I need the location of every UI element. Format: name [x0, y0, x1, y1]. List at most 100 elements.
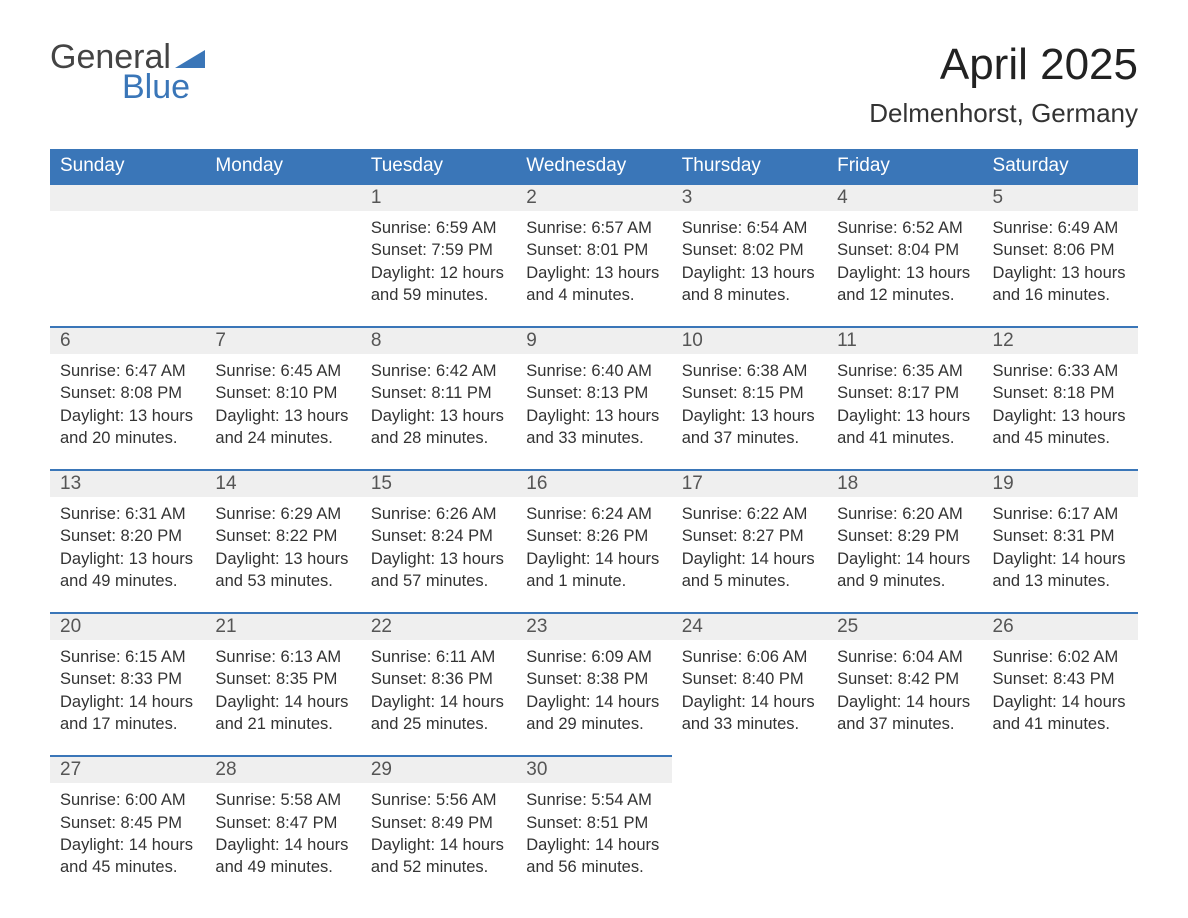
sunrise-line: Sunrise: 6:24 AM	[526, 503, 661, 525]
day-number-cell: 27	[50, 756, 205, 783]
sunrise-line: Sunrise: 5:54 AM	[526, 789, 661, 811]
sunset-line: Sunset: 8:51 PM	[526, 812, 661, 834]
day-number-cell: 28	[205, 756, 360, 783]
day-content-cell: Sunrise: 6:31 AMSunset: 8:20 PMDaylight:…	[50, 497, 205, 613]
day-number-cell: 15	[361, 470, 516, 497]
day-content-cell: Sunrise: 6:42 AMSunset: 8:11 PMDaylight:…	[361, 354, 516, 470]
sunrise-line: Sunrise: 6:35 AM	[837, 360, 972, 382]
sunset-line: Sunset: 8:27 PM	[682, 525, 817, 547]
day-number-cell: 18	[827, 470, 982, 497]
daylight-line: Daylight: 14 hours and 17 minutes.	[60, 691, 195, 736]
day-content-cell	[50, 211, 205, 327]
day-number-cell: 26	[983, 613, 1138, 640]
day-number-cell: 2	[516, 184, 671, 211]
sunset-line: Sunset: 8:10 PM	[215, 382, 350, 404]
day-content-cell: Sunrise: 6:11 AMSunset: 8:36 PMDaylight:…	[361, 640, 516, 756]
weekday-header: Tuesday	[361, 149, 516, 184]
sunrise-line: Sunrise: 6:57 AM	[526, 217, 661, 239]
daylight-line: Daylight: 14 hours and 45 minutes.	[60, 834, 195, 879]
day-content-row: Sunrise: 6:31 AMSunset: 8:20 PMDaylight:…	[50, 497, 1138, 613]
daylight-line: Daylight: 14 hours and 21 minutes.	[215, 691, 350, 736]
daylight-line: Daylight: 13 hours and 28 minutes.	[371, 405, 506, 450]
sunrise-line: Sunrise: 6:29 AM	[215, 503, 350, 525]
day-number-cell: 24	[672, 613, 827, 640]
sunset-line: Sunset: 8:26 PM	[526, 525, 661, 547]
day-number-row: 20212223242526	[50, 613, 1138, 640]
daylight-line: Daylight: 14 hours and 33 minutes.	[682, 691, 817, 736]
day-number-cell	[672, 756, 827, 783]
day-number-cell: 10	[672, 327, 827, 354]
sunset-line: Sunset: 8:13 PM	[526, 382, 661, 404]
day-number-cell: 23	[516, 613, 671, 640]
sunrise-line: Sunrise: 6:42 AM	[371, 360, 506, 382]
day-content-cell: Sunrise: 6:33 AMSunset: 8:18 PMDaylight:…	[983, 354, 1138, 470]
logo: General Blue	[50, 40, 205, 104]
sunset-line: Sunset: 8:33 PM	[60, 668, 195, 690]
day-content-cell: Sunrise: 6:59 AMSunset: 7:59 PMDaylight:…	[361, 211, 516, 327]
daylight-line: Daylight: 13 hours and 33 minutes.	[526, 405, 661, 450]
daylight-line: Daylight: 14 hours and 9 minutes.	[837, 548, 972, 593]
sunset-line: Sunset: 8:49 PM	[371, 812, 506, 834]
day-content-cell: Sunrise: 5:54 AMSunset: 8:51 PMDaylight:…	[516, 783, 671, 898]
day-number-cell: 6	[50, 327, 205, 354]
day-number-cell: 3	[672, 184, 827, 211]
daylight-line: Daylight: 13 hours and 53 minutes.	[215, 548, 350, 593]
daylight-line: Daylight: 13 hours and 4 minutes.	[526, 262, 661, 307]
day-number-row: 12345	[50, 184, 1138, 211]
daylight-line: Daylight: 14 hours and 25 minutes.	[371, 691, 506, 736]
calendar-table: SundayMondayTuesdayWednesdayThursdayFrid…	[50, 149, 1138, 898]
sunrise-line: Sunrise: 6:15 AM	[60, 646, 195, 668]
sunset-line: Sunset: 8:24 PM	[371, 525, 506, 547]
weekday-header-row: SundayMondayTuesdayWednesdayThursdayFrid…	[50, 149, 1138, 184]
daylight-line: Daylight: 13 hours and 41 minutes.	[837, 405, 972, 450]
sunrise-line: Sunrise: 6:31 AM	[60, 503, 195, 525]
day-content-cell: Sunrise: 6:09 AMSunset: 8:38 PMDaylight:…	[516, 640, 671, 756]
day-content-cell: Sunrise: 6:02 AMSunset: 8:43 PMDaylight:…	[983, 640, 1138, 756]
day-number-cell: 13	[50, 470, 205, 497]
sunset-line: Sunset: 8:40 PM	[682, 668, 817, 690]
day-number-cell: 9	[516, 327, 671, 354]
daylight-line: Daylight: 13 hours and 16 minutes.	[993, 262, 1128, 307]
day-number-cell: 11	[827, 327, 982, 354]
day-number-cell: 21	[205, 613, 360, 640]
daylight-line: Daylight: 13 hours and 49 minutes.	[60, 548, 195, 593]
daylight-line: Daylight: 12 hours and 59 minutes.	[371, 262, 506, 307]
sunset-line: Sunset: 8:11 PM	[371, 382, 506, 404]
sunrise-line: Sunrise: 6:20 AM	[837, 503, 972, 525]
day-number-cell: 17	[672, 470, 827, 497]
day-number-cell: 14	[205, 470, 360, 497]
day-content-cell: Sunrise: 6:49 AMSunset: 8:06 PMDaylight:…	[983, 211, 1138, 327]
sunrise-line: Sunrise: 6:11 AM	[371, 646, 506, 668]
day-content-cell: Sunrise: 6:57 AMSunset: 8:01 PMDaylight:…	[516, 211, 671, 327]
sunset-line: Sunset: 8:45 PM	[60, 812, 195, 834]
day-content-row: Sunrise: 6:00 AMSunset: 8:45 PMDaylight:…	[50, 783, 1138, 898]
day-number-cell: 30	[516, 756, 671, 783]
daylight-line: Daylight: 13 hours and 20 minutes.	[60, 405, 195, 450]
sunset-line: Sunset: 8:22 PM	[215, 525, 350, 547]
sunset-line: Sunset: 8:15 PM	[682, 382, 817, 404]
day-number-cell	[50, 184, 205, 211]
daylight-line: Daylight: 14 hours and 1 minute.	[526, 548, 661, 593]
day-content-cell: Sunrise: 6:54 AMSunset: 8:02 PMDaylight:…	[672, 211, 827, 327]
sunset-line: Sunset: 8:43 PM	[993, 668, 1128, 690]
sunrise-line: Sunrise: 6:17 AM	[993, 503, 1128, 525]
day-number-cell: 29	[361, 756, 516, 783]
sunset-line: Sunset: 8:42 PM	[837, 668, 972, 690]
daylight-line: Daylight: 14 hours and 5 minutes.	[682, 548, 817, 593]
sunset-line: Sunset: 8:18 PM	[993, 382, 1128, 404]
day-number-row: 27282930	[50, 756, 1138, 783]
weekday-header: Sunday	[50, 149, 205, 184]
sunset-line: Sunset: 8:20 PM	[60, 525, 195, 547]
day-content-row: Sunrise: 6:59 AMSunset: 7:59 PMDaylight:…	[50, 211, 1138, 327]
day-content-cell	[983, 783, 1138, 898]
day-content-cell: Sunrise: 6:38 AMSunset: 8:15 PMDaylight:…	[672, 354, 827, 470]
day-number-cell: 20	[50, 613, 205, 640]
sunrise-line: Sunrise: 6:52 AM	[837, 217, 972, 239]
day-number-cell: 25	[827, 613, 982, 640]
daylight-line: Daylight: 13 hours and 45 minutes.	[993, 405, 1128, 450]
sunset-line: Sunset: 7:59 PM	[371, 239, 506, 261]
location: Delmenhorst, Germany	[869, 98, 1138, 129]
day-content-cell: Sunrise: 6:29 AMSunset: 8:22 PMDaylight:…	[205, 497, 360, 613]
sunset-line: Sunset: 8:02 PM	[682, 239, 817, 261]
sunset-line: Sunset: 8:08 PM	[60, 382, 195, 404]
